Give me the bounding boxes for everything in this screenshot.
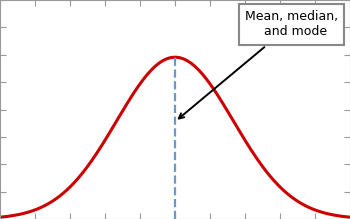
Text: Mean, median,
  and mode: Mean, median, and mode [179,10,338,118]
